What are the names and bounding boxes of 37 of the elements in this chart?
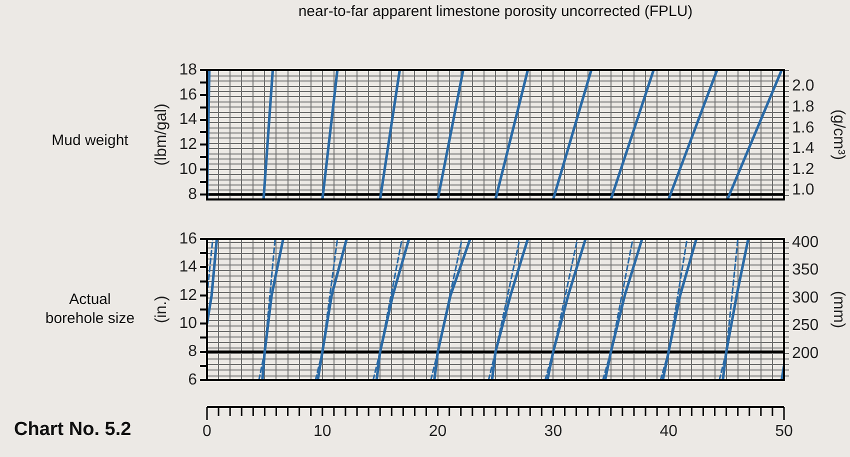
x-tick-label: 10 [314, 423, 332, 440]
y2-tick-label: 1.2 [792, 160, 814, 178]
text: Actual borehole size [45, 291, 135, 327]
y2-tick-label: 1.4 [792, 140, 814, 158]
y2-tick-label: 1.0 [792, 182, 814, 199]
y2-tick-label: 2.0 [792, 78, 814, 95]
y-tick-label: 16 [179, 230, 198, 248]
y-tick-label: 16 [179, 86, 198, 104]
y-tick-label: 14 [179, 111, 198, 128]
y-tick-label: 18 [179, 61, 198, 78]
x-tick-label: 0 [202, 423, 212, 440]
x-tick-label: 50 [775, 423, 793, 440]
chart-title: near-to-far apparent limestone porosity uncorrected (FPLU) [297, 2, 694, 21]
y2-axis-title: (g/cm³) [830, 109, 847, 160]
y2-tick-label: 250 [792, 317, 819, 334]
x-tick-label: 20 [428, 423, 447, 440]
text: Mud weight [52, 132, 128, 148]
text: Chart No. 5.2 [14, 419, 132, 440]
x-tick-label: 40 [660, 423, 678, 440]
y2-tick-label: 1.8 [792, 98, 814, 116]
y2-tick-label: 350 [792, 262, 819, 279]
y-tick-label: 12 [179, 136, 198, 154]
y2-axis-title: (mm) [830, 290, 847, 328]
y-tick-label: 10 [179, 315, 198, 332]
y-axis-title: (lbm/gal) [153, 104, 170, 166]
x-tick-label: 30 [544, 423, 562, 440]
y-tick-label: 14 [179, 258, 198, 276]
y-tick-label: 8 [188, 186, 198, 203]
y-tick-label: 10 [179, 160, 198, 178]
y-tick-label: 6 [188, 371, 198, 388]
y2-tick-label: 300 [792, 289, 819, 306]
y-tick-label: 8 [188, 343, 198, 360]
y-tick-label: 12 [179, 286, 198, 304]
y2-tick-label: 1.6 [792, 119, 814, 136]
y2-tick-label: 200 [792, 344, 819, 362]
y-axis-title: (in.) [153, 296, 170, 324]
y2-tick-label: 400 [792, 234, 819, 251]
